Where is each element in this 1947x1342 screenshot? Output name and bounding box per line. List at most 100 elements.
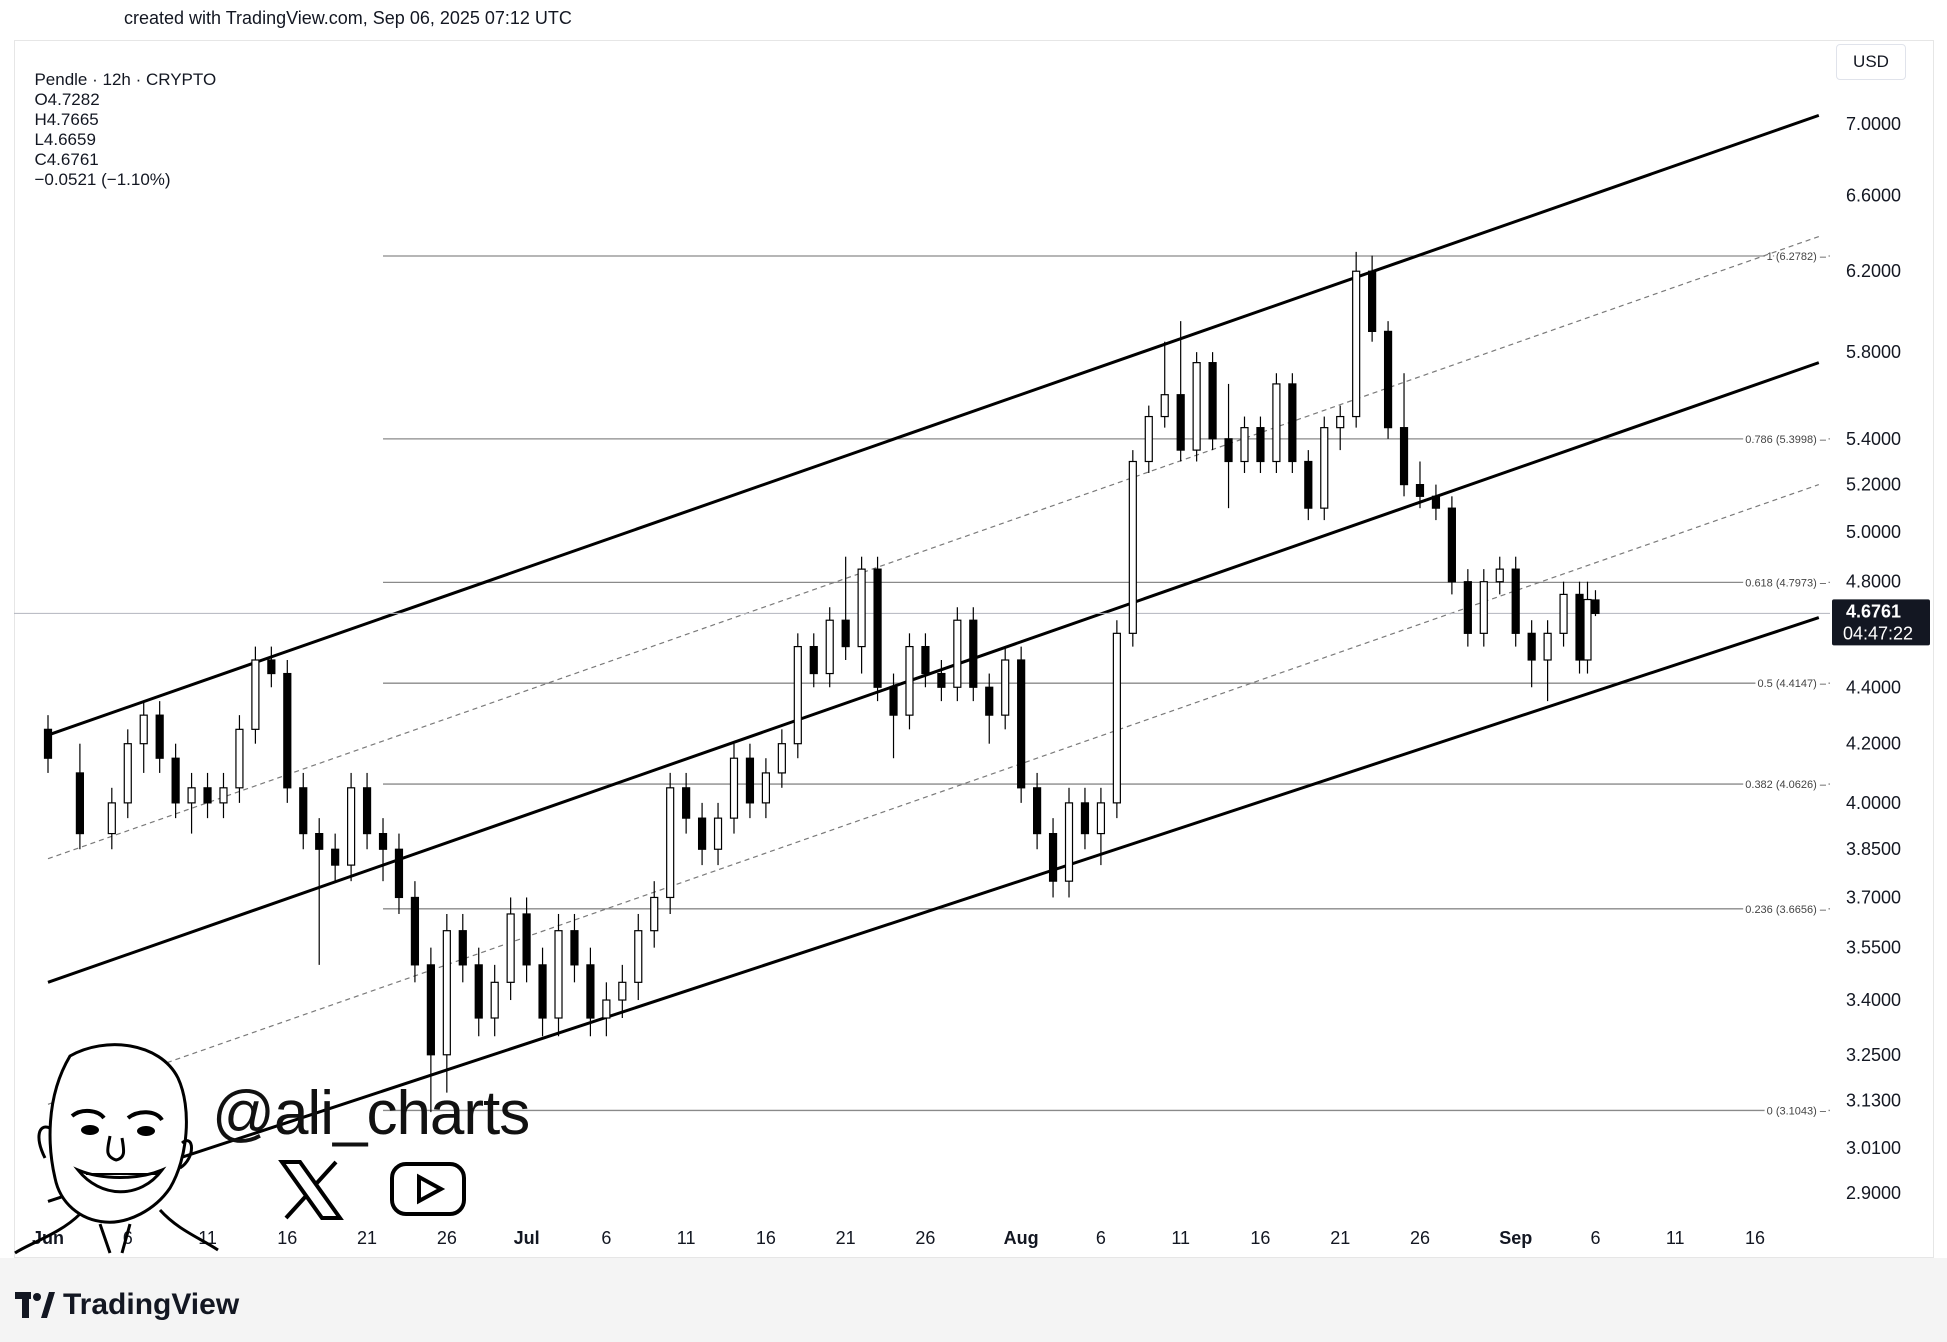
- candle-body: [586, 964, 595, 1019]
- chart-credit: created with TradingView.com, Sep 06, 20…: [124, 8, 572, 28]
- candle-body: [1352, 270, 1361, 418]
- price-tick-label: 3.4000: [1846, 990, 1901, 1010]
- time-tick-label: 16: [277, 1228, 297, 1248]
- candle-body: [1495, 568, 1504, 583]
- candle-body: [857, 568, 866, 648]
- price-tick-label: 6.6000: [1846, 185, 1901, 205]
- candle-body: [187, 787, 196, 804]
- candle-body: [442, 930, 451, 1056]
- time-tick-label: Aug: [1004, 1228, 1039, 1248]
- candle: [1304, 450, 1313, 521]
- time-tick-label: 11: [1666, 1228, 1685, 1248]
- candle-body: [793, 645, 802, 745]
- fib-level-label: 0.786 (5.3998) –: [1745, 434, 1827, 446]
- time-tick-label: 11: [198, 1228, 217, 1248]
- candle: [107, 787, 116, 850]
- time-tick-label: 11: [1171, 1228, 1190, 1248]
- candle: [793, 633, 802, 759]
- candle: [873, 556, 882, 702]
- candle: [490, 964, 499, 1037]
- legend-change: −0.0521 (−1.10%): [34, 170, 171, 189]
- candle: [1256, 416, 1265, 473]
- candle: [1001, 646, 1010, 730]
- currency-button[interactable]: USD: [1836, 44, 1906, 80]
- candle-body: [1320, 427, 1329, 509]
- time-tick-label: 6: [1590, 1228, 1600, 1248]
- time-tick-label: 21: [357, 1228, 377, 1248]
- price-tick-label: 5.0000: [1846, 522, 1901, 542]
- price-tick-label: 3.5500: [1846, 938, 1901, 958]
- price-tick-label: 4.2000: [1846, 734, 1901, 754]
- candle: [315, 818, 324, 965]
- candle: [1591, 590, 1600, 617]
- candle-body: [219, 787, 228, 804]
- candle-body: [1144, 415, 1153, 463]
- candle: [1336, 405, 1345, 451]
- candle: [1017, 646, 1026, 803]
- candle: [1431, 484, 1441, 521]
- candle-body: [1583, 598, 1592, 661]
- bar-countdown: 04:47:22: [1843, 623, 1913, 643]
- price-tick-label: 5.4000: [1846, 429, 1901, 449]
- candle-body: [251, 659, 260, 730]
- candle: [1583, 581, 1592, 674]
- candle-body: [522, 913, 531, 966]
- candle: [1224, 383, 1233, 509]
- candle: [155, 701, 164, 773]
- candle: [1352, 251, 1361, 428]
- time-axis[interactable]: Jun 6 11 16 21 26 Jul 6 11 16 21 26 Aug 6 11 16 21 26 Sep 6…: [32, 1228, 1765, 1248]
- time-tick-label: 21: [1330, 1228, 1350, 1248]
- candle: [474, 947, 483, 1037]
- candle-body: [1399, 427, 1409, 486]
- last-price-value: 4.6761: [1846, 601, 1901, 621]
- candle-body: [905, 645, 914, 716]
- candle-body: [1288, 383, 1297, 463]
- candle-body: [618, 981, 627, 1001]
- candle-body: [570, 930, 579, 966]
- candle-body: [1048, 832, 1058, 882]
- candle-body: [1080, 802, 1090, 835]
- footer-bar: [0, 1258, 1947, 1342]
- candle: [235, 715, 244, 803]
- channel-line-middle: [47, 361, 1820, 984]
- candle-body: [107, 802, 116, 835]
- price-tick-label: 3.7000: [1846, 887, 1901, 907]
- time-tick-label: 6: [1096, 1228, 1106, 1248]
- candle-body: [1304, 460, 1313, 509]
- candle: [634, 913, 643, 1001]
- symbol-legend[interactable]: Pendle · 12h · CRYPTO O4.7282 H4.7665 L4…: [25, 50, 222, 190]
- candle-body: [841, 619, 850, 648]
- parallel-channel: [47, 113, 1820, 1203]
- candle: [1144, 405, 1153, 473]
- candle: [554, 913, 563, 1037]
- candle: [1080, 787, 1090, 850]
- candle: [442, 913, 451, 1093]
- candle: [1112, 620, 1121, 819]
- candle: [1447, 496, 1456, 595]
- candle: [841, 556, 850, 660]
- candle-body: [777, 743, 786, 774]
- tradingview-logo[interactable]: TradingView: [15, 1288, 239, 1322]
- candle: [1096, 787, 1106, 866]
- candle: [1495, 556, 1504, 595]
- candle: [1176, 321, 1185, 462]
- candle-body: [825, 619, 834, 675]
- fib-level-label: 0.236 (3.6656) –: [1745, 904, 1827, 916]
- price-tick-label: 4.8000: [1846, 572, 1901, 592]
- legend-high: H4.7665: [34, 110, 99, 129]
- candle: [1272, 373, 1281, 473]
- candle-body: [921, 645, 930, 675]
- candle: [905, 633, 914, 730]
- candle-body: [283, 672, 292, 789]
- candle-body: [937, 672, 946, 688]
- price-axis[interactable]: 7.0000 6.6000 6.2000 5.8000 5.4000 5.2000 5.00…: [1846, 114, 1901, 1203]
- candle-body: [426, 964, 435, 1056]
- candle-body: [362, 787, 372, 835]
- candle: [1368, 255, 1377, 342]
- symbol-name[interactable]: Pendle · 12h · CRYPTO: [34, 70, 217, 89]
- candle: [1575, 581, 1584, 674]
- candle-body: [1001, 659, 1010, 716]
- price-chart[interactable]: 1 (6.2782) – 0.786 (5.3998) – 0.618 (4.797…: [0, 0, 1947, 1258]
- candle-body: [331, 848, 340, 866]
- fib-retracement: 1 (6.2782) – 0.786 (5.3998) – 0.618 (4.797…: [383, 249, 1830, 1120]
